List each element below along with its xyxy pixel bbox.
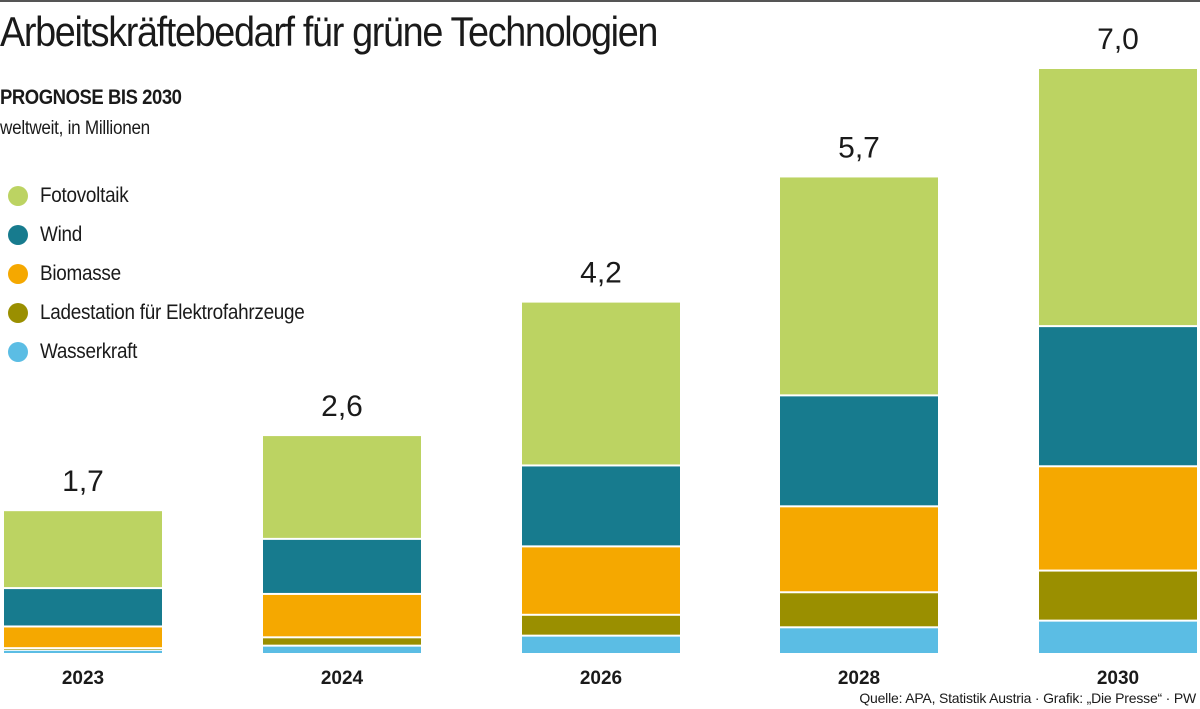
legend-swatch-icon [8, 302, 28, 323]
bar-segment-biomasse-2026 [522, 547, 680, 614]
total-label-2023: 1,7 [62, 465, 104, 498]
total-label-2028: 5,7 [838, 131, 880, 164]
bar-segment-ladestation-fuer-elektrofahrzeuge-2026 [522, 615, 680, 635]
bar-segment-fotovoltaik-2028 [780, 177, 938, 395]
legend-label: Biomasse [40, 261, 121, 285]
category-label-2030: 2030 [1097, 668, 1139, 689]
bar-segment-biomasse-2024 [263, 594, 421, 637]
bar-segment-ladestation-fuer-elektrofahrzeuge-2030 [1039, 571, 1197, 620]
legend-item-wind: Wind [8, 215, 334, 254]
bar-segment-wasserkraft-2026 [522, 636, 680, 653]
bar-segment-fotovoltaik-2026 [522, 302, 680, 465]
total-label-2024: 2,6 [321, 390, 363, 423]
total-label-2030: 7,0 [1097, 23, 1139, 56]
bar-segment-biomasse-2023 [4, 627, 162, 648]
bar-segment-wasserkraft-2030 [1039, 621, 1197, 653]
bar-segment-wind-2024 [263, 539, 421, 593]
category-label-2023: 2023 [62, 668, 104, 689]
legend-label: Ladestation für Elektrofahrzeuge [40, 300, 305, 324]
category-label-2028: 2028 [838, 668, 880, 689]
legend: Fotovoltaik Wind Biomasse Ladestation für E… [8, 176, 334, 371]
legend-item-wasserkraft: Wasserkraft [8, 332, 334, 371]
chart-subtitle: PROGNOSE BIS 2030 [0, 86, 182, 109]
top-rule [0, 0, 1200, 2]
bar-segment-biomasse-2030 [1039, 467, 1197, 570]
category-label-2024: 2024 [321, 668, 364, 689]
unit-label: weltweit, in Millionen [0, 118, 150, 139]
bar-segment-wasserkraft-2024 [263, 646, 421, 653]
legend-item-fotovoltaik: Fotovoltaik [8, 176, 334, 215]
bar-segment-wasserkraft-2023 [4, 650, 162, 653]
legend-swatch-icon [8, 185, 28, 206]
legend-item-biomasse: Biomasse [8, 254, 334, 293]
chart-title: Arbeitskräftebedarf für grüne Technologi… [0, 8, 658, 55]
bar-segment-biomasse-2028 [780, 507, 938, 592]
bar-segment-wind-2030 [1039, 327, 1197, 466]
total-label-2026: 4,2 [580, 257, 622, 290]
legend-label: Wasserkraft [40, 339, 138, 363]
legend-swatch-icon [8, 341, 28, 362]
bar-segment-wind-2028 [780, 396, 938, 506]
source-note: Quelle: APA, Statistik Austria · Grafik:… [859, 690, 1196, 706]
bar-segment-wind-2026 [522, 466, 680, 546]
bar-segment-wind-2023 [4, 589, 162, 626]
bar-segment-ladestation-fuer-elektrofahrzeuge-2024 [263, 638, 421, 645]
bar-segment-ladestation-fuer-elektrofahrzeuge-2028 [780, 593, 938, 627]
legend-item-ladestation-fuer-elektrofahrzeuge: Ladestation für Elektrofahrzeuge [8, 293, 334, 332]
category-label-2026: 2026 [580, 668, 622, 689]
legend-label: Wind [40, 222, 82, 246]
bar-segment-fotovoltaik-2024 [263, 436, 421, 538]
bar-segment-ladestation-fuer-elektrofahrzeuge-2023 [4, 649, 162, 650]
legend-swatch-icon [8, 263, 28, 284]
bar-segment-fotovoltaik-2023 [4, 511, 162, 588]
bar-segment-wasserkraft-2028 [780, 628, 938, 653]
bar-segment-fotovoltaik-2030 [1039, 69, 1197, 326]
legend-label: Fotovoltaik [40, 183, 129, 207]
legend-swatch-icon [8, 224, 28, 245]
